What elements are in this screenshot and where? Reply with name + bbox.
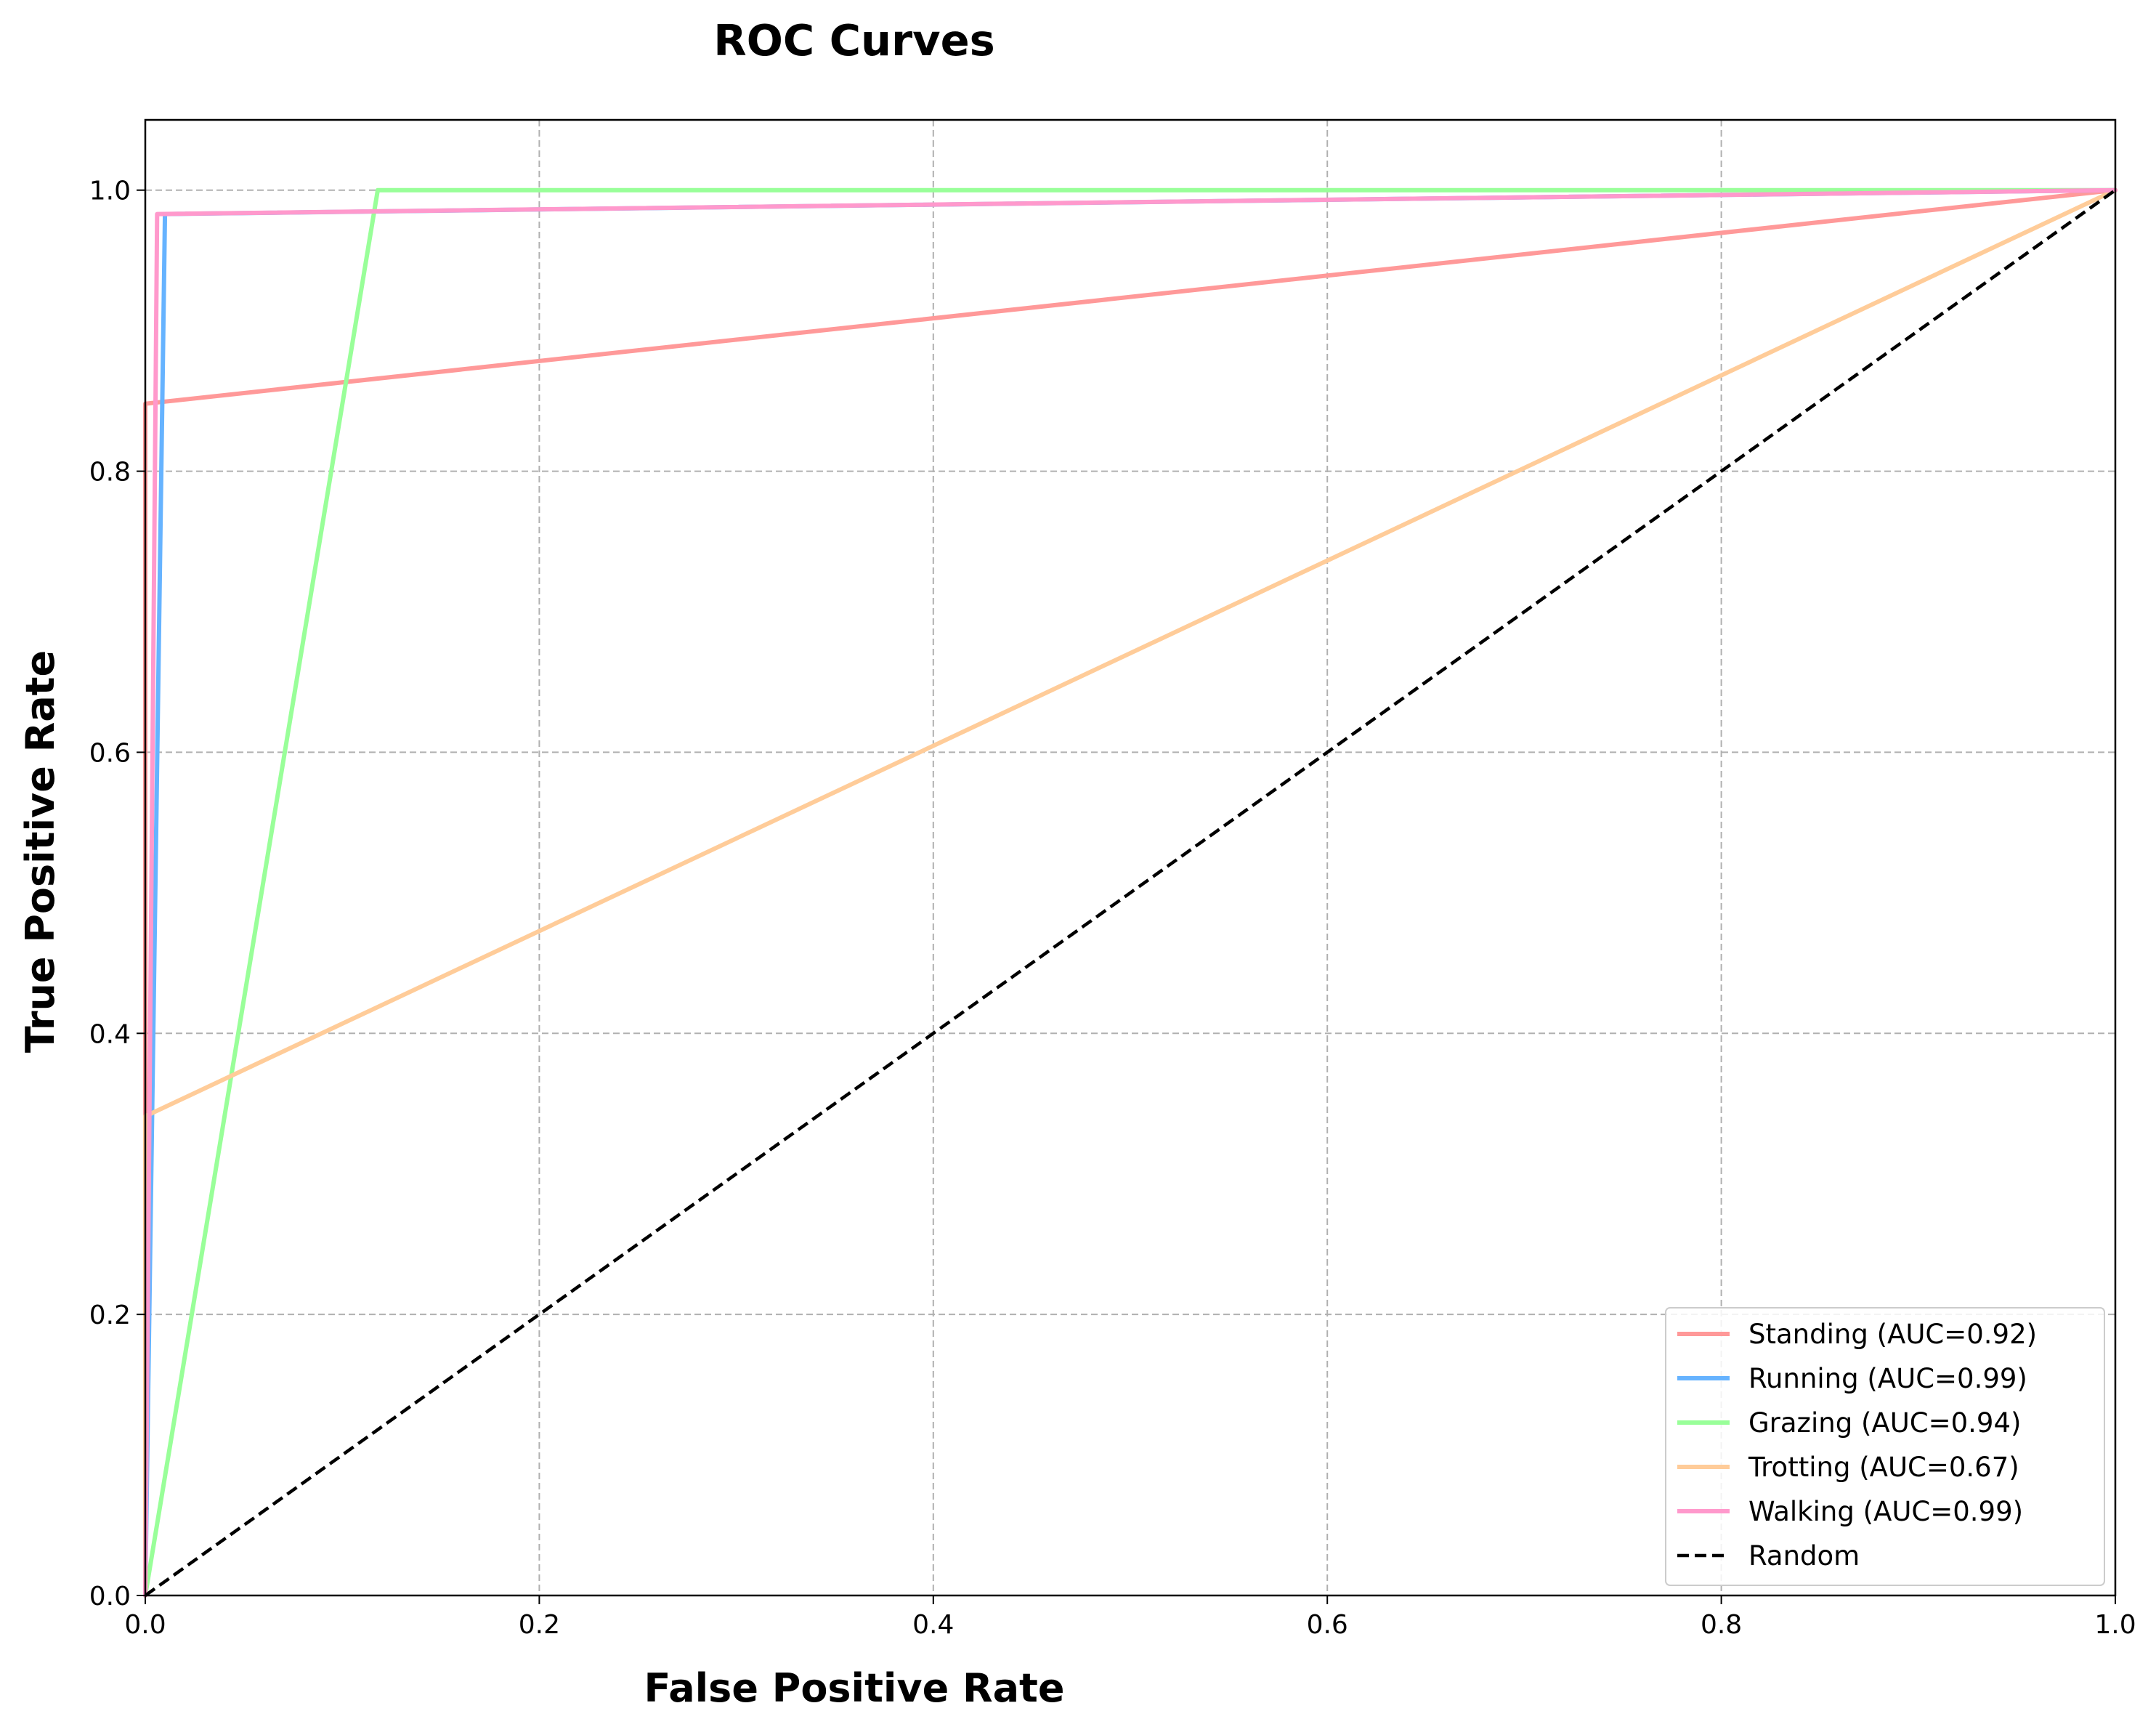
legend-label-1: Running (AUC=0.99) — [1748, 1363, 2027, 1394]
series-line-4 — [143, 187, 2118, 1598]
legend-label-2: Grazing (AUC=0.94) — [1748, 1407, 2021, 1439]
x-tick-label: 0.0 — [124, 1610, 166, 1640]
chart-title: ROC Curves — [713, 15, 994, 65]
legend-label-0: Standing (AUC=0.92) — [1748, 1319, 2037, 1350]
y-tick-label: 0.8 — [89, 458, 131, 488]
x-tick-label: 0.8 — [1701, 1610, 1742, 1640]
legend: Standing (AUC=0.92) Running (AUC=0.99) Gra… — [1665, 1307, 2105, 1586]
x-axis-label: False Positive Rate — [644, 1665, 1065, 1711]
x-tick-label: 0.6 — [1307, 1610, 1348, 1640]
x-tick-label: 1.0 — [2094, 1610, 2136, 1640]
axis-ticks: 0.0 0.2 0.4 0.6 0.8 1.0 0.0 0.2 0.4 0.6 0.8 1.0 — [89, 177, 2136, 1640]
y-tick-label: 1.0 — [89, 177, 131, 206]
y-axis-label: True Positive Rate — [17, 650, 63, 1053]
x-tick-label: 0.2 — [519, 1610, 560, 1640]
y-tick-label: 0.0 — [89, 1582, 131, 1611]
legend-label-5: Random — [1748, 1540, 1860, 1572]
y-tick-label: 0.2 — [89, 1301, 131, 1330]
plot-frame — [144, 118, 2117, 1597]
y-tick-label: 0.4 — [89, 1019, 131, 1049]
legend-box — [1665, 1307, 2105, 1586]
series-line-5 — [144, 188, 2117, 1597]
x-tick-label: 0.4 — [912, 1610, 954, 1640]
series-line-2 — [143, 187, 2118, 1598]
legend-label-3: Trotting (AUC=0.67) — [1748, 1452, 2019, 1483]
legend-label-4: Walking (AUC=0.99) — [1748, 1496, 2023, 1527]
y-tick-label: 0.6 — [89, 738, 131, 768]
